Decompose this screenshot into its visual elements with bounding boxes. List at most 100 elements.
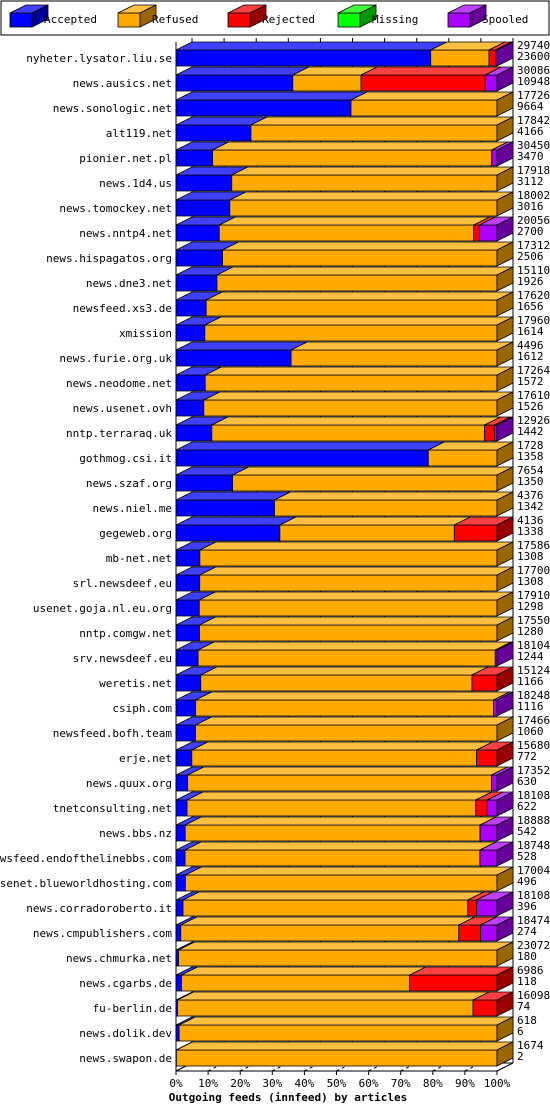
category-label: news.ausics.net	[73, 77, 172, 90]
bar-accepted	[175, 341, 308, 367]
value-label-total: 17586	[517, 539, 550, 552]
bar-row	[175, 191, 514, 217]
bar-accepted	[175, 441, 445, 467]
bar-row	[175, 891, 514, 917]
bar-row	[175, 66, 514, 92]
bar-row	[175, 691, 514, 717]
value-label-accepted: 1298	[517, 600, 544, 613]
value-label-accepted: 542	[517, 825, 537, 838]
bar-refused	[231, 166, 514, 192]
bar-row	[175, 716, 514, 742]
legend-label-spooled: Spooled	[482, 13, 528, 26]
legend-label-accepted: Accepted	[44, 13, 97, 26]
legend-swatch-rejected	[227, 4, 267, 28]
bar-accepted	[175, 491, 291, 517]
bar-row	[175, 916, 514, 942]
bar-row	[175, 391, 514, 417]
value-labels: 2974023600300861094817726966417842416630…	[517, 39, 550, 1063]
x-tick-label: 60%	[359, 1077, 379, 1090]
bar-accepted	[175, 216, 236, 242]
category-label: news.quux.org	[86, 777, 172, 790]
value-label-total: 7654	[517, 464, 544, 477]
value-label-accepted: 274	[517, 925, 537, 938]
category-label: news.corradoroberto.it	[26, 902, 172, 915]
category-label: news.swapon.de	[79, 1052, 172, 1065]
x-tick-label: 40%	[294, 1077, 314, 1090]
value-label-total: 30450	[517, 139, 550, 152]
category-label: newsfeed.bofh.team	[53, 727, 173, 740]
bar-refused	[186, 791, 492, 817]
value-label-accepted: 10948	[517, 75, 550, 88]
bar-refused	[250, 116, 514, 142]
category-label: gothmog.csi.it	[79, 452, 172, 465]
bar-accepted	[175, 291, 223, 317]
bar-row	[175, 791, 514, 817]
value-label-total: 18104	[517, 639, 550, 652]
value-label-total: 18748	[517, 839, 550, 852]
bar-rejected	[453, 516, 514, 542]
category-label: fu-berlin.de	[93, 1002, 172, 1015]
value-label-total: 12926	[517, 414, 550, 427]
value-label-accepted: 496	[517, 875, 537, 888]
value-label-total: 17312	[517, 239, 550, 252]
bar-row	[175, 516, 514, 542]
category-label: usenet.goja.nl.eu.org	[33, 602, 172, 615]
value-label-total: 17610	[517, 389, 550, 402]
legend-swatch-refused	[117, 4, 157, 28]
x-axis-title: Outgoing feeds (innfeed) by articles	[169, 1091, 407, 1104]
value-label-total: 17004	[517, 864, 550, 877]
bar-spooled	[491, 141, 514, 167]
category-label: news.bbs.nz	[99, 827, 172, 840]
bar-accepted	[175, 516, 297, 542]
category-label: news.niel.me	[93, 502, 172, 515]
bar-spooled	[493, 691, 514, 717]
value-label-accepted: 1244	[517, 650, 544, 663]
bar-refused	[175, 1041, 514, 1067]
value-label-total: 17918	[517, 164, 550, 177]
bar-row	[175, 1016, 514, 1042]
category-label: usenet.blueworldhosting.com	[0, 877, 172, 890]
bar-spooled	[479, 816, 514, 842]
bar-row	[175, 266, 514, 292]
value-label-total: 18474	[517, 914, 550, 927]
value-label-total: 17726	[517, 89, 550, 102]
value-label-accepted: 1116	[517, 700, 544, 713]
bar-refused	[274, 491, 514, 517]
bar-refused	[292, 66, 378, 92]
bar-spooled	[484, 66, 514, 92]
bar-row	[175, 216, 514, 242]
category-label: nyheter.lysator.liu.se	[26, 52, 172, 65]
x-axis: 0% 10% 20% 30% 40% 50% 60% 70% 80% 90% 100%	[169, 1071, 511, 1090]
category-label: news.furie.org.uk	[59, 352, 172, 365]
value-label-accepted: 396	[517, 900, 537, 913]
value-label-accepted: 1526	[517, 400, 544, 413]
bar-refused	[211, 416, 501, 442]
value-label-accepted: 1060	[517, 725, 544, 738]
value-label-accepted: 2506	[517, 250, 544, 263]
value-label-total: 30086	[517, 64, 550, 77]
bar-refused	[198, 591, 514, 617]
bar-spooled	[486, 791, 514, 817]
bar-refused	[199, 541, 514, 567]
bar-refused	[290, 341, 514, 367]
category-label: newsfeed.xs3.de	[73, 302, 172, 315]
bar-refused	[218, 216, 490, 242]
bar-refused	[180, 916, 475, 942]
bar-accepted	[175, 241, 239, 267]
value-label-accepted: 3016	[517, 200, 544, 213]
bar-row	[175, 241, 514, 267]
bar-refused	[181, 966, 426, 992]
bar-refused	[232, 466, 514, 492]
bar-row	[175, 141, 514, 167]
category-label: alt119.net	[106, 127, 172, 140]
value-label-total: 17620	[517, 289, 550, 302]
bar-spooled	[476, 891, 514, 917]
bar-accepted	[175, 141, 229, 167]
value-label-accepted: 772	[517, 750, 537, 763]
category-labels: nyheter.lysator.liu.se news.ausics.net new…	[0, 52, 172, 1065]
bar-row	[175, 941, 514, 967]
bar-refused	[203, 391, 514, 417]
bar-refused	[222, 241, 514, 267]
bar-rejected	[471, 666, 514, 692]
value-label-total: 23072	[517, 939, 550, 952]
